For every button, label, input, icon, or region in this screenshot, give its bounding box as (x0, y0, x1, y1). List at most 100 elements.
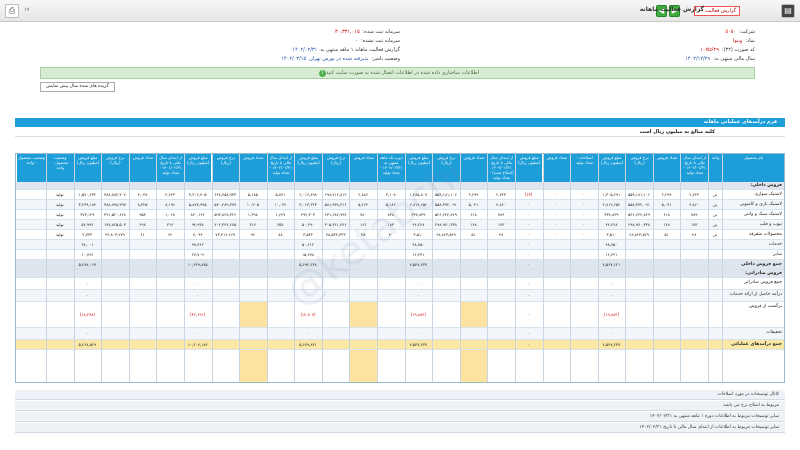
table-cell: ۱,۳۰۵,۶۹۱ (602, 192, 621, 197)
table-cell: ۳۷۳,۱۲۹ (80, 212, 95, 217)
section-header (15, 118, 785, 127)
table-cell: ۰ (610, 293, 613, 298)
column-divider (101, 154, 103, 382)
fiscal-year: سال مالی منتهی به:۱۴۰۲/۱۲/۲۹ (685, 56, 755, 62)
table-row: لاستیک سبک و وانتی تن ۷۸۹ ۶۱۸ ۵۴۶,۶۴۴,۸۴۹ ۳۳۷… (16, 210, 784, 220)
table-cell: ۷۸۰ (359, 212, 367, 217)
header-column: مبلغ فروش (میلیون ریال) (183, 154, 212, 182)
header-column: مبلغ فروش (میلیون ریال) (404, 154, 433, 182)
table-cell: ۶۱۸ (663, 212, 670, 217)
column-divider (73, 154, 75, 382)
total-cell: ۱۰,۲۳۹,۸۷۵ (187, 262, 208, 267)
header-column: مبلغ فروش (میلیون ریال) (73, 154, 102, 182)
row-label: جمع فروش صادراتی (743, 280, 782, 285)
prev-arrow-icon[interactable]: ◀ (656, 5, 667, 17)
header-column: نرخ فروش (ریال) (321, 154, 350, 182)
table-cell: ۵۱ (471, 232, 476, 237)
info-icon: i (318, 70, 326, 77)
table-cell: ۲,۸۱۴,۶۵۲ (602, 202, 621, 207)
company-name: شرکت:٥٠٥٠ (725, 29, 755, 35)
next-arrow-icon[interactable]: ▶ (669, 5, 680, 17)
table-cell: ۵۵۸,۳۷۲,۰۹۱ (435, 202, 457, 207)
header-column: مبلغ فروش (میلیون ریال) (294, 154, 322, 182)
column-divider (597, 154, 599, 382)
table-cell: ۰ (555, 222, 558, 227)
table-cell: ۸۳۰,۱۴۲ (190, 212, 205, 217)
table-cell: ۵,۰۴۱ (468, 202, 479, 207)
product-unit: تن (712, 212, 718, 217)
print-icon[interactable]: ⎙ (5, 4, 19, 18)
header-column: اصلاحات - تعداد تولید (570, 154, 598, 182)
table-cell: ۲,۸۸۶ (358, 192, 369, 197)
column-divider (625, 154, 627, 382)
table-cell: ۹۹,۳۶۲ (191, 242, 204, 247)
group-domestic-sales: فروش داخلی: (16, 182, 784, 190)
table-cell: تولید (55, 222, 64, 227)
column-divider (128, 154, 130, 382)
table-cell: ۳۸۸,۸۸۳,۴۰۷ (104, 192, 126, 197)
table-cell: ۷۸۹ (690, 212, 698, 217)
table-cell: ۰ (306, 331, 310, 336)
archive-link[interactable]: گزیده های شده سال پیش نمایش (40, 82, 115, 92)
header-column: مبلغ فروش (میلیون ریال) (514, 154, 543, 182)
company-info: شرکت:٥٠٥٠ نماد:وبنوا کد صورت (۳۲):۱۰۷۵۶۲… (40, 27, 755, 90)
table-cell: ۳۳۷,۸۳۹ (604, 212, 619, 217)
table-cell: ۰ (86, 293, 89, 298)
table-row: درآمد حاصل از ارائه خدمات ۰ ۰ ۰ ۰ ۰ ۰ (16, 290, 784, 302)
table-cell: ۳,۲۳۹,۱۸۴ (78, 202, 97, 207)
table-cell: ۴۵ (361, 232, 366, 237)
registered-capital: سرمایه ثبت شده:۳۰,۳۳۱,۰۱۵ (334, 29, 400, 35)
product-name: لاستیک باری و کامیونی (739, 202, 782, 207)
header-column: نرخ فروش (ریال) (432, 154, 460, 182)
table-cell: ۰ (527, 232, 530, 237)
product-unit: تن (712, 232, 718, 237)
header-column: تعداد فروش (239, 154, 267, 182)
table-cell: ۳۵۶ (277, 222, 284, 227)
footnote-4: سایر توضیحات مربوط به اطلاعات از ابتدای … (15, 423, 785, 433)
table-cell: ۳,۳۰۲,۷۰۵ (188, 192, 207, 197)
column-divider (46, 154, 47, 382)
table-cell: ۰ (86, 281, 89, 286)
table-cell: تولید (55, 192, 64, 197)
table-cell: ۳,۰۶۳,۳۲۳ (299, 202, 317, 207)
table-cell: ۲۷,۷۰۹ (191, 252, 204, 257)
table-cell: ۰ (527, 242, 530, 247)
table-cell: ۱,۰۶۸ (165, 212, 176, 217)
report-selector[interactable]: گزارش فعالیت ۱۰ (694, 6, 740, 16)
table-cell: ۰ (582, 222, 585, 227)
table-cell: ۹۵۳ (139, 212, 146, 217)
table-cell: ۱۲,۴۳۱ (605, 252, 618, 257)
table-cell: ۰ (527, 222, 530, 227)
table-cell: ۵۵۹,۱۸۱,۱۰۶ (435, 192, 457, 197)
row-label: تخفیفات (766, 330, 782, 335)
table-cell: ۹۴,۹۳۸ (191, 222, 204, 227)
table-cell: ۰ (527, 312, 530, 317)
product-unit: تن (712, 192, 718, 197)
footnote-1: کانال توضیحات در مورد اصلاحات (15, 390, 785, 400)
table-cell: ۱۷۳ (497, 222, 505, 227)
table-cell: ۱,۳۹۸ (247, 212, 258, 217)
column-divider (321, 154, 323, 382)
header-column: از ابتدای سال مالی تا تاریخ ۱۴۰۱/۰۲/۳۱ -… (156, 154, 184, 182)
table-cell: ۳۸۸,۷۹۸,۳۹۷ (104, 202, 126, 207)
table-cell: ۰ (582, 192, 585, 197)
table-cell: ۳,۵۱۰ (606, 232, 617, 237)
table-cell: ۱۵,۲۷۸ (302, 252, 315, 257)
table-cell: ۰ (555, 192, 558, 197)
table-cell: ۰ (306, 281, 310, 286)
table-cell: ۱۴۸ (470, 222, 477, 227)
table-cell: ۰ (196, 281, 199, 286)
total-cell: ۱۰,۲۰۷,۱۸۴ (187, 342, 208, 347)
symbol: نماد:وبنوا (732, 38, 755, 44)
table-cell: ۵۵۸,۳۷۲,۰۹۱ (628, 202, 650, 207)
table-cell: ۳,۵۱۰ (413, 232, 424, 237)
header-column: از ابتدای سال مالی تا تاریخ ۱۴۰۲/۰۱/۳۱ -… (680, 154, 708, 182)
revenue-table: نام محصول واحد از ابتدای سال مالی تا تاریخ… (15, 153, 785, 383)
table-cell: ۳۸,۰۰۱ (81, 242, 94, 247)
report-period: گزارش فعالیت ماهانه ۱ ماهه منتهی به۱۴۰۲/… (292, 47, 400, 53)
table-cell: ۰ (555, 212, 558, 217)
column-divider (349, 154, 351, 382)
table-cell: (۱۸,۴۹۸) (79, 312, 95, 317)
table-cell: ۵۹۳,۸۲۸,۳۲۶ (214, 212, 237, 217)
total-cell: ۴,۵۴۷,۲۳۷ (409, 342, 428, 347)
